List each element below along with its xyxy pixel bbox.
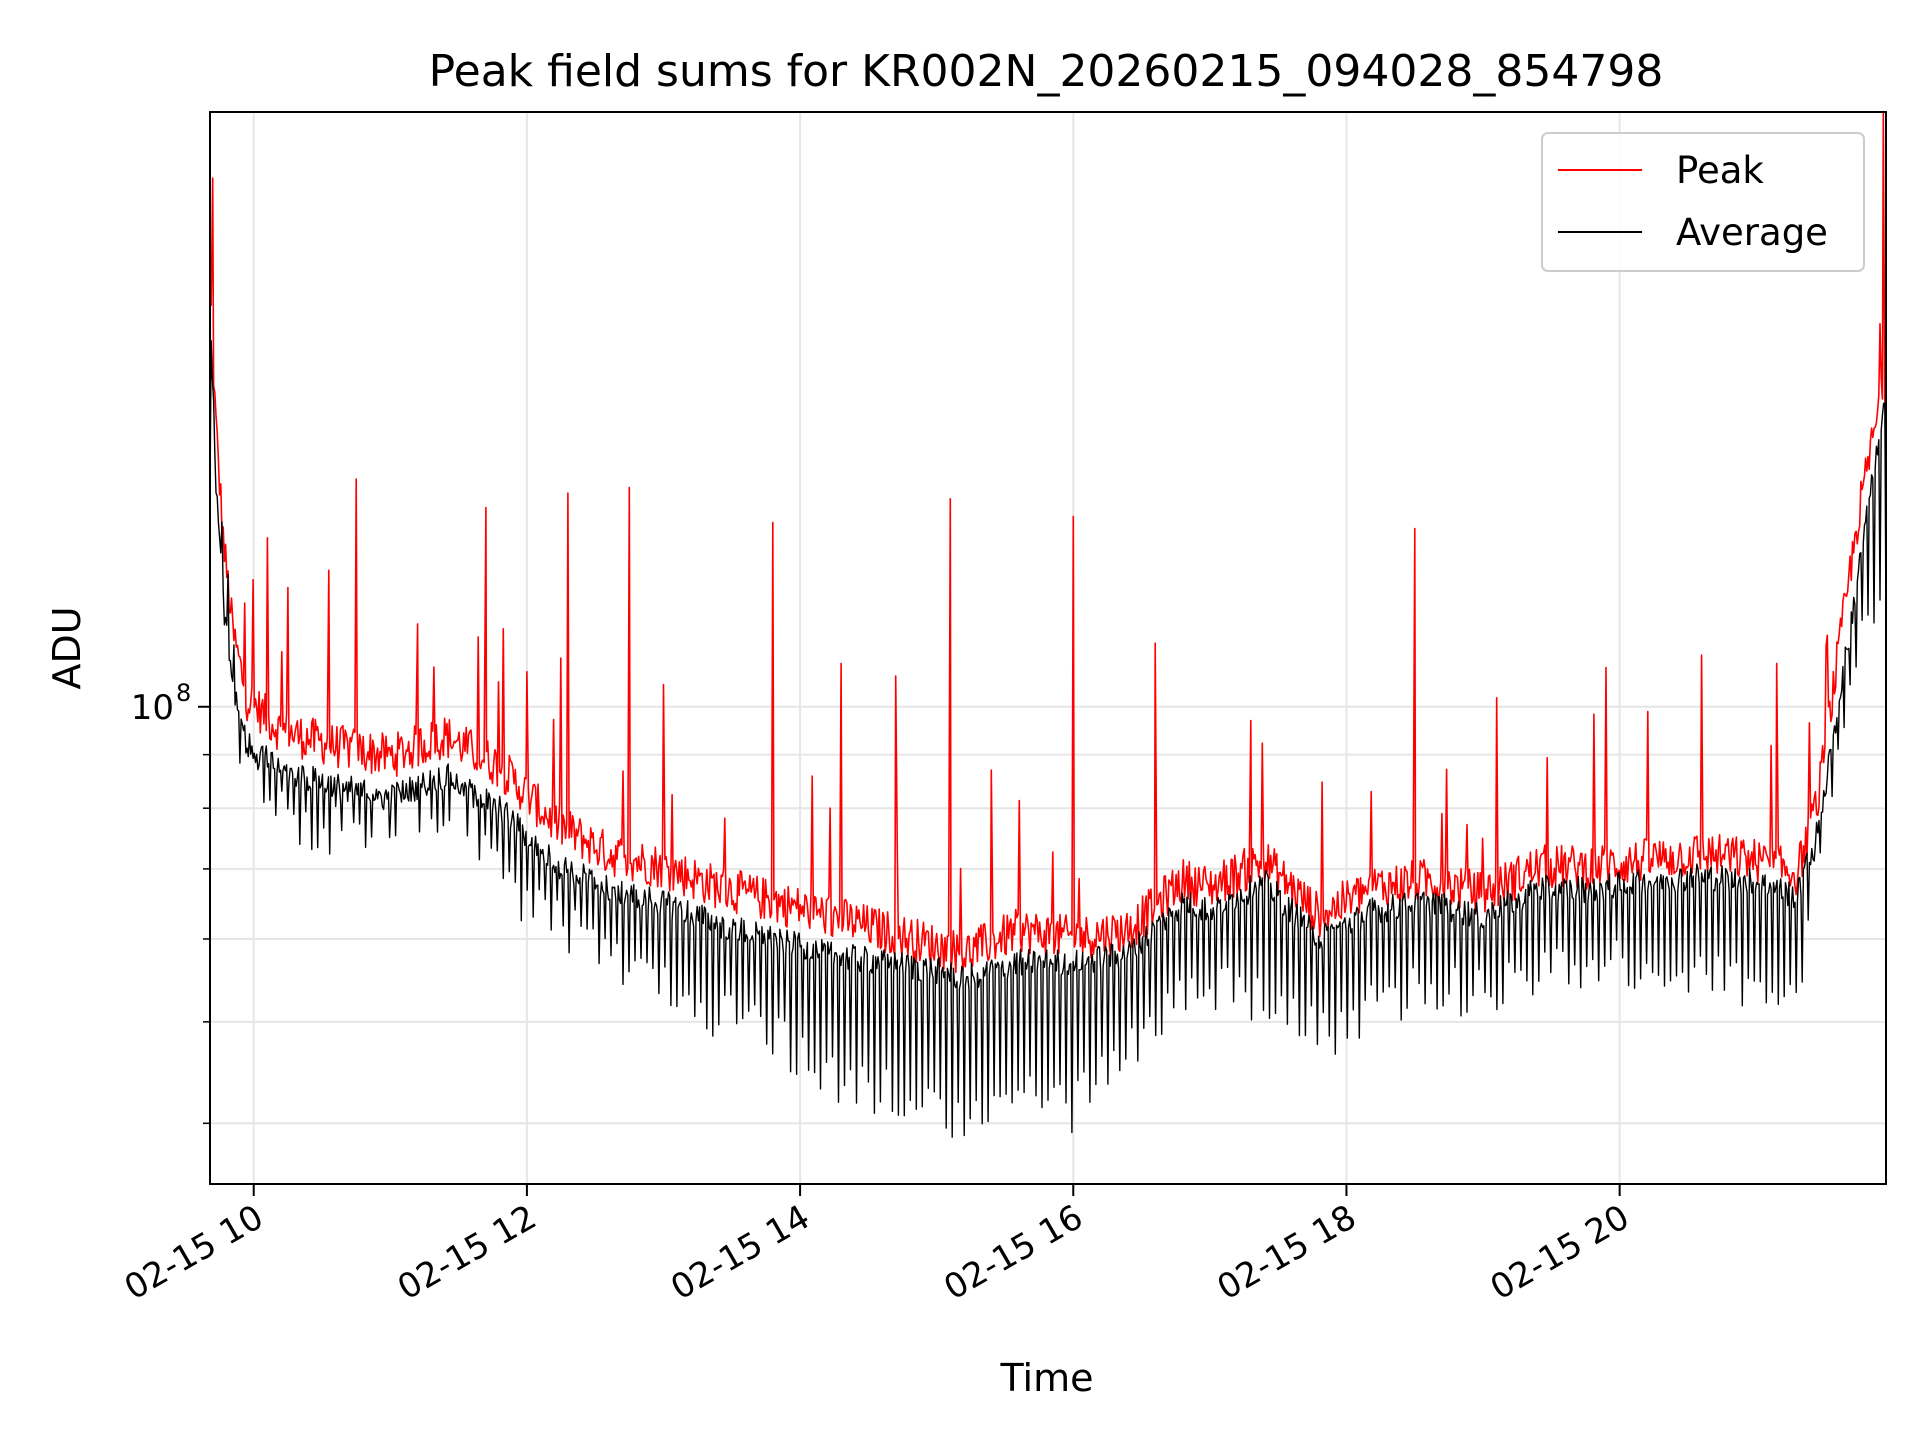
y-axis-label: ADU [45, 606, 89, 689]
series-line-peak [209, 112, 1887, 974]
series-layer [209, 112, 1887, 1138]
series-line-average [209, 340, 1887, 1138]
plot-frame [209, 111, 1887, 1185]
legend-box [1541, 132, 1865, 272]
x-axis-label: Time [1000, 1356, 1094, 1400]
y-tick-label-exponent: 8 [176, 679, 191, 707]
chart-title: Peak field sums for KR002N_20260215_0940… [429, 46, 1664, 97]
grid-layer [210, 112, 1886, 1184]
legend: Peak Average [1541, 132, 1865, 272]
y-tick-label: 10 [131, 688, 174, 728]
legend-label-peak: Peak [1676, 149, 1764, 192]
legend-label-average: Average [1676, 211, 1828, 254]
